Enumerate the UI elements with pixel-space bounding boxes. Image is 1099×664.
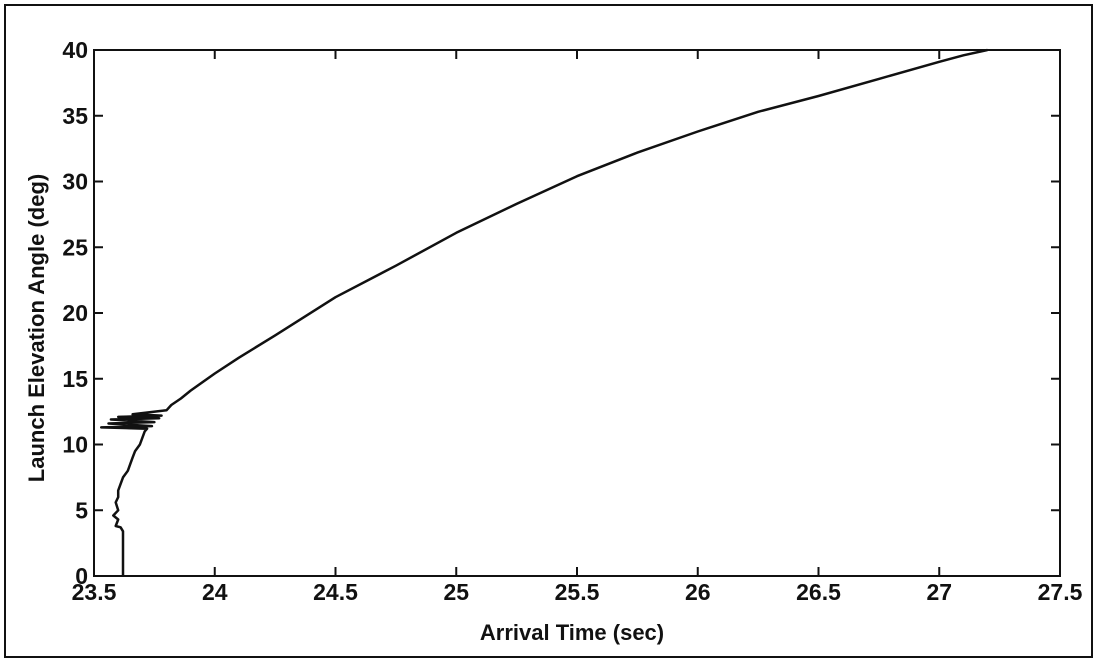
y-tick-label: 0 <box>75 563 88 589</box>
line-chart: 23.5 24 24.5 25 25.5 26 26.5 27 27.5 0 5 10 15 20 25 30… <box>24 37 1083 645</box>
y-tick-label: 25 <box>62 234 88 260</box>
series-line-0 <box>99 48 988 576</box>
x-tick-label: 26.5 <box>796 579 841 605</box>
y-tick-label: 35 <box>62 103 88 129</box>
y-tick-label: 40 <box>62 37 88 63</box>
y-tick-label: 30 <box>62 169 88 195</box>
y-tick-label: 20 <box>62 300 88 326</box>
x-tick-label: 27.5 <box>1038 579 1083 605</box>
x-tick-label: 27 <box>926 579 952 605</box>
x-tick-label: 26 <box>685 579 711 605</box>
y-axis-label: Launch Elevation Angle (deg) <box>24 174 49 482</box>
x-tick-label: 24.5 <box>313 579 358 605</box>
y-tick-label: 5 <box>75 497 88 523</box>
x-tick-label: 25 <box>443 579 469 605</box>
x-tick-label: 25.5 <box>555 579 600 605</box>
x-tick-label: 24 <box>202 579 228 605</box>
y-tick-label: 10 <box>62 432 88 458</box>
x-axis-label: Arrival Time (sec) <box>480 620 664 645</box>
figure-frame: 23.5 24 24.5 25 25.5 26 26.5 27 27.5 0 5 10 15 20 25 30… <box>4 4 1093 658</box>
plot-area-box <box>93 49 1061 577</box>
y-tick-label: 15 <box>62 366 88 392</box>
x-tick-label: 23.5 <box>72 579 117 605</box>
